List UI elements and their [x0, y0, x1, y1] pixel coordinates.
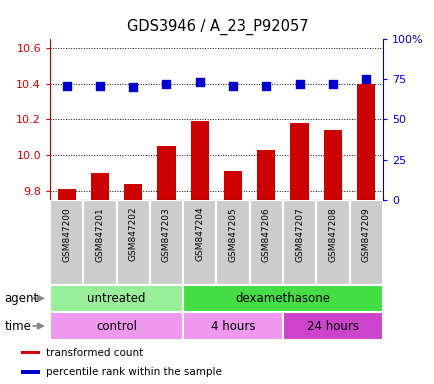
Text: GSM847209: GSM847209: [361, 207, 370, 262]
Text: 4 hours: 4 hours: [210, 319, 255, 333]
Bar: [124, 184, 142, 200]
Point: [163, 81, 170, 87]
Text: transformed count: transformed count: [46, 348, 143, 358]
Text: agent: agent: [4, 292, 39, 305]
Point: [296, 81, 302, 87]
Bar: [183, 200, 216, 285]
Point: [362, 76, 369, 82]
Bar: [91, 173, 109, 200]
Bar: [216, 200, 249, 285]
Bar: [83, 200, 116, 285]
Text: GSM847204: GSM847204: [195, 207, 204, 262]
Text: GSM847202: GSM847202: [128, 207, 138, 262]
Bar: [283, 200, 316, 285]
Bar: [290, 123, 308, 200]
Text: GSM847206: GSM847206: [261, 207, 270, 262]
Text: control: control: [96, 319, 137, 333]
Text: untreated: untreated: [87, 292, 145, 305]
Point: [63, 83, 70, 89]
Bar: [116, 200, 149, 285]
Bar: [57, 189, 76, 200]
Bar: [283, 312, 382, 340]
Bar: [356, 84, 375, 200]
Bar: [21, 351, 40, 354]
Point: [196, 79, 203, 85]
Text: GSM847200: GSM847200: [62, 207, 71, 262]
Bar: [50, 200, 83, 285]
Point: [262, 83, 269, 89]
Bar: [183, 312, 283, 340]
Text: dexamethasone: dexamethasone: [235, 292, 330, 305]
Text: GDS3946 / A_23_P92057: GDS3946 / A_23_P92057: [126, 19, 308, 35]
Bar: [316, 200, 349, 285]
Text: GSM847203: GSM847203: [161, 207, 171, 262]
Bar: [323, 130, 341, 200]
Point: [96, 83, 103, 89]
Bar: [50, 285, 183, 312]
Text: time: time: [4, 319, 31, 333]
Text: GSM847208: GSM847208: [328, 207, 337, 262]
Text: percentile rank within the sample: percentile rank within the sample: [46, 367, 222, 377]
Point: [229, 83, 236, 89]
Text: 24 hours: 24 hours: [306, 319, 358, 333]
Bar: [224, 171, 242, 200]
Bar: [256, 150, 275, 200]
Text: GSM847207: GSM847207: [294, 207, 303, 262]
Text: GSM847201: GSM847201: [95, 207, 104, 262]
Bar: [149, 200, 183, 285]
Bar: [349, 200, 382, 285]
Bar: [183, 285, 382, 312]
Bar: [21, 370, 40, 374]
Bar: [249, 200, 283, 285]
Point: [329, 81, 335, 87]
Bar: [190, 121, 208, 200]
Point: [129, 84, 136, 90]
Text: GSM847205: GSM847205: [228, 207, 237, 262]
Bar: [50, 312, 183, 340]
Bar: [157, 146, 175, 200]
